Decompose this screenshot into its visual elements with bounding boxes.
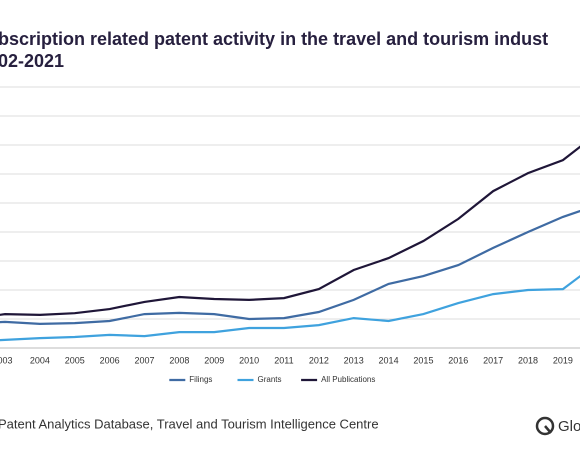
legend-item: All Publications — [301, 375, 375, 384]
chart-title: 02-2021 — [0, 51, 64, 71]
x-tick-label: 003 — [0, 355, 13, 365]
x-tick-label: 2015 — [413, 355, 433, 365]
series-line — [0, 209, 580, 326]
legend-label: Filings — [189, 375, 212, 384]
x-tick-label: 2018 — [518, 355, 538, 365]
series-line — [0, 274, 580, 342]
x-tick-label: 2011 — [274, 355, 293, 365]
x-tick-label: 2013 — [344, 355, 364, 365]
legend-item: Filings — [169, 375, 212, 384]
source: Patent Analytics Database, Travel and To… — [0, 416, 379, 431]
logo-text: Glo — [558, 418, 580, 435]
x-tick-label: 2004 — [30, 355, 50, 365]
legend-label: Grants — [258, 375, 282, 384]
x-tick-label: 2016 — [448, 355, 468, 365]
legend-item: Grants — [237, 375, 282, 384]
x-tick-label: 2014 — [379, 355, 399, 365]
x-tick-label: 2006 — [100, 355, 120, 365]
x-tick-label: 2009 — [204, 355, 224, 365]
chart-title: bscription related patent activity in th… — [0, 29, 548, 49]
legend-label: All Publications — [321, 375, 375, 384]
x-tick-label: 2017 — [483, 355, 503, 365]
x-tick-label: 2007 — [134, 355, 154, 365]
logo: Glo — [535, 416, 580, 436]
x-tick-label: 2019 — [553, 355, 573, 365]
series-line — [0, 145, 580, 317]
x-tick-label: 2010 — [239, 355, 259, 365]
logo-icon — [535, 416, 555, 436]
x-tick-label: 2012 — [309, 355, 329, 365]
logo-icon — [544, 425, 552, 434]
x-tick-label: 2008 — [169, 355, 189, 365]
x-tick-label: 2005 — [65, 355, 85, 365]
